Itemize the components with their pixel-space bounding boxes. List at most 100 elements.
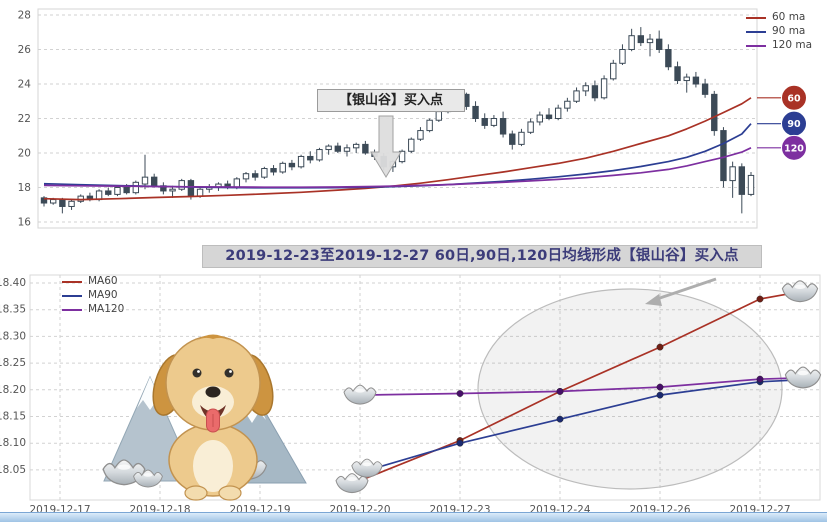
- axis-tick-label: 60: [787, 93, 801, 104]
- golden-retriever-mascot: [152, 334, 274, 501]
- candle-body: [435, 111, 443, 121]
- axis-tick-label: 18.30: [0, 330, 26, 342]
- dog-nose: [205, 386, 221, 398]
- silver-ingot-icon: [784, 366, 822, 389]
- axis-tick-label: 26: [18, 44, 32, 56]
- candle-body: [674, 66, 681, 82]
- legend-line-swatch: [62, 280, 82, 283]
- candle-body: [665, 49, 672, 68]
- legend-item-120ma: 120 ma: [746, 40, 812, 51]
- candle-body: [527, 121, 534, 133]
- candle-body: [352, 143, 360, 149]
- axis-tick-label: 20: [18, 148, 31, 160]
- candle-body: [738, 166, 746, 195]
- candle-body: [325, 145, 332, 151]
- silver-ingot-icon: [335, 473, 369, 494]
- top-chart-legend: 60 ma 90 ma 120 ma: [746, 12, 812, 51]
- axis-tick-label: 16: [18, 217, 32, 229]
- candle-body: [141, 176, 149, 185]
- silver-ingot-icon: [343, 384, 377, 405]
- candle-body: [417, 130, 424, 140]
- candle-body: [509, 133, 516, 145]
- axis-tick-label: 18.05: [0, 464, 26, 476]
- axis-tick-label: 18.15: [0, 411, 26, 423]
- legend-line-swatch: [62, 294, 82, 297]
- ma-period-badge: [781, 84, 807, 111]
- pointer-arrow: [653, 277, 717, 302]
- candle-body: [408, 138, 415, 152]
- axis-tick-label: 18.10: [0, 437, 26, 449]
- candle-body: [242, 173, 250, 180]
- data-point: [656, 343, 664, 351]
- candle-body: [343, 147, 351, 152]
- candle-body: [68, 200, 75, 207]
- axis-tick-label: 22: [18, 113, 31, 125]
- buy-point-annotation: 【银山谷】买入点: [317, 89, 465, 112]
- legend-item-ma90: MA90: [62, 290, 124, 301]
- candle-body: [316, 149, 323, 161]
- candle-body: [499, 118, 507, 135]
- candle-body: [747, 174, 755, 195]
- candle-body: [472, 105, 479, 120]
- legend-line-swatch: [746, 44, 766, 47]
- legend-label: MA60: [88, 275, 118, 287]
- candle-body: [655, 38, 663, 51]
- candle-body: [490, 118, 498, 126]
- ma-line: [43, 97, 752, 201]
- candle-body: [362, 143, 369, 154]
- legend-item-60ma: 60 ma: [746, 12, 812, 23]
- candle-body: [59, 199, 66, 207]
- data-point: [756, 375, 764, 383]
- snow-cap: [137, 377, 164, 410]
- axis-tick-label: 18: [18, 182, 31, 194]
- candle-body: [150, 176, 158, 187]
- data-point: [756, 295, 764, 303]
- candle-body: [49, 199, 57, 204]
- mascot-illustration: [102, 334, 307, 501]
- candle-body: [536, 114, 544, 123]
- candle-body: [105, 190, 112, 195]
- legend-label: 120 ma: [772, 39, 813, 51]
- candle-body: [279, 162, 286, 173]
- legend-label: 60 ma: [772, 11, 806, 23]
- silver-ingot-icon: [133, 469, 163, 488]
- candle-body: [270, 168, 277, 173]
- candle-body: [481, 118, 488, 126]
- candle-body: [288, 162, 296, 168]
- candle-body: [711, 93, 718, 132]
- candle-body: [619, 49, 626, 64]
- axis-tick-label: 18.40: [0, 277, 26, 289]
- data-point: [456, 390, 464, 397]
- legend-item-ma120: MA120: [62, 304, 124, 315]
- legend-line-swatch: [746, 16, 766, 19]
- legend-label: MA90: [88, 289, 118, 301]
- candle-body: [398, 150, 406, 163]
- data-point: [556, 388, 564, 395]
- ma-line: [359, 377, 801, 396]
- dog-chest: [193, 440, 233, 492]
- legend-line-swatch: [746, 30, 766, 33]
- candle-body: [610, 62, 617, 80]
- candle-body: [554, 107, 562, 120]
- legend-label: MA120: [88, 303, 125, 315]
- candle-body: [40, 197, 48, 204]
- candle-body: [729, 166, 736, 182]
- ma-line: [43, 147, 752, 189]
- legend-item-ma60: MA60: [62, 276, 124, 287]
- candlestick-chart: 16 18 20 22 24 26 28 60 90 120: [18, 8, 807, 229]
- candle-body: [114, 187, 121, 195]
- dog-eye: [224, 368, 234, 378]
- dog-paw: [218, 485, 242, 501]
- candle-body: [334, 145, 342, 152]
- legend-line-swatch: [62, 308, 82, 311]
- summary-title-bar: 2019-12-23至2019-12-27 60日,90日,120日均线形成【银…: [202, 245, 762, 268]
- candle-body: [307, 155, 314, 161]
- candle-body: [591, 85, 599, 99]
- candle-body: [720, 130, 727, 182]
- silver-ingot-icon: [781, 280, 819, 303]
- candle-body: [518, 131, 525, 145]
- axis-tick-label: 18.35: [0, 304, 26, 316]
- candle-body: [297, 155, 305, 168]
- candle-body: [628, 35, 635, 51]
